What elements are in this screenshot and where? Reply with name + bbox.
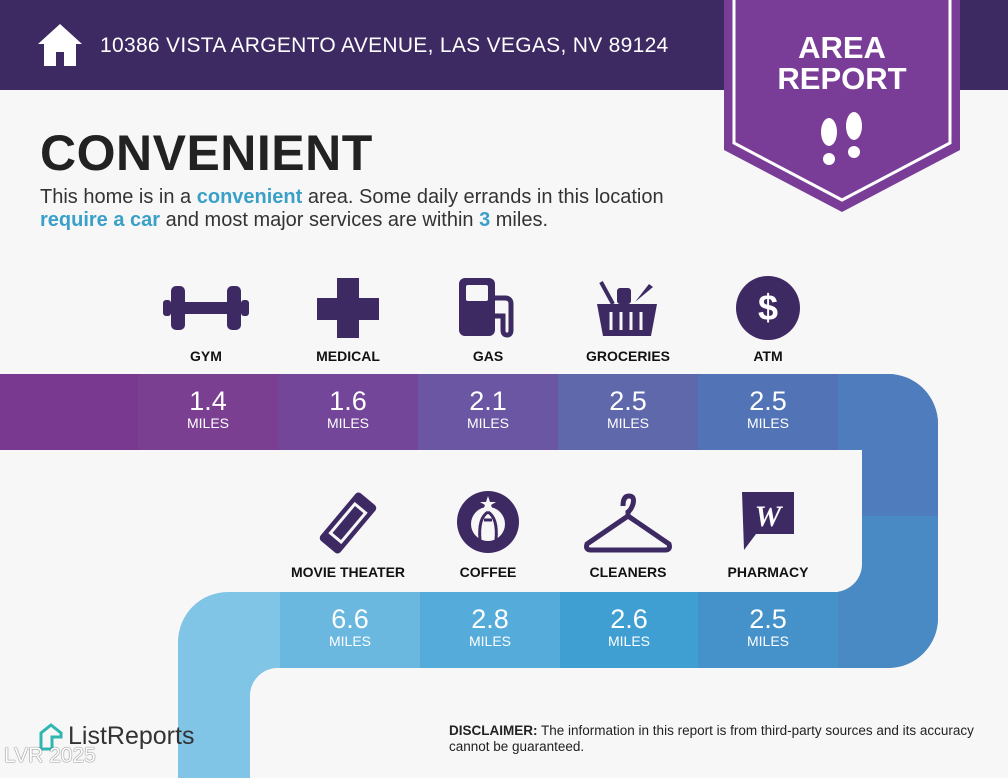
distance-cleaners: 2.6 MILES (560, 592, 698, 668)
label-gas: GAS (472, 348, 504, 364)
distance-coffee: 2.8 MILES (420, 592, 560, 668)
area-report-badge: AREA REPORT (724, 0, 960, 212)
badge-line-2: REPORT (777, 61, 907, 96)
grocery-basket-icon (558, 276, 698, 338)
label-atm: ATM (753, 348, 783, 364)
distance-medical: 1.6 MILES (278, 374, 418, 450)
headline: CONVENIENT (40, 125, 373, 181)
label-cleaners: CLEANERS (589, 564, 667, 580)
walgreens-logo-icon: W (698, 490, 838, 552)
distance-pharmacy: 2.5 MILES (698, 592, 838, 668)
label-coffee: COFFEE (459, 564, 517, 580)
distance-gas: 2.1 MILES (418, 374, 558, 450)
label-groceries: GROCERIES (585, 348, 670, 364)
property-address: 10386 VISTA ARGENTO AVENUE, LAS VEGAS, N… (100, 34, 669, 57)
ticket-icon (278, 490, 418, 556)
listreports-logo-icon (39, 722, 63, 750)
hanger-icon (558, 492, 698, 556)
dollar-icon: $ (698, 276, 838, 340)
gas-pump-icon (418, 276, 558, 338)
description: This home is in a convenient area. Some … (40, 186, 664, 231)
starbucks-logo-icon (418, 490, 558, 554)
badge-line-1: AREA (798, 30, 886, 65)
svg-text:W: W (755, 500, 784, 533)
home-icon (38, 24, 82, 66)
medical-cross-icon (278, 278, 418, 338)
label-gym: GYM (190, 348, 222, 364)
footprints-icon (821, 112, 862, 165)
label-movie-theater: MOVIE THEATER (290, 564, 406, 580)
distance-atm: 2.5 MILES (698, 374, 838, 450)
watermark: LVR 2025 (4, 744, 96, 767)
disclaimer: DISCLAIMER: The information in this repo… (449, 723, 974, 754)
dumbbell-icon (136, 278, 276, 338)
label-pharmacy: PHARMACY (727, 564, 809, 580)
distance-gym: 1.4 MILES (138, 374, 278, 450)
label-medical: MEDICAL (316, 348, 380, 364)
listreports-logo: ListReports (38, 722, 194, 751)
distance-movie-theater: 6.6 MILES (280, 592, 420, 668)
distance-groceries: 2.5 MILES (558, 374, 698, 450)
svg-text:$: $ (758, 287, 778, 328)
